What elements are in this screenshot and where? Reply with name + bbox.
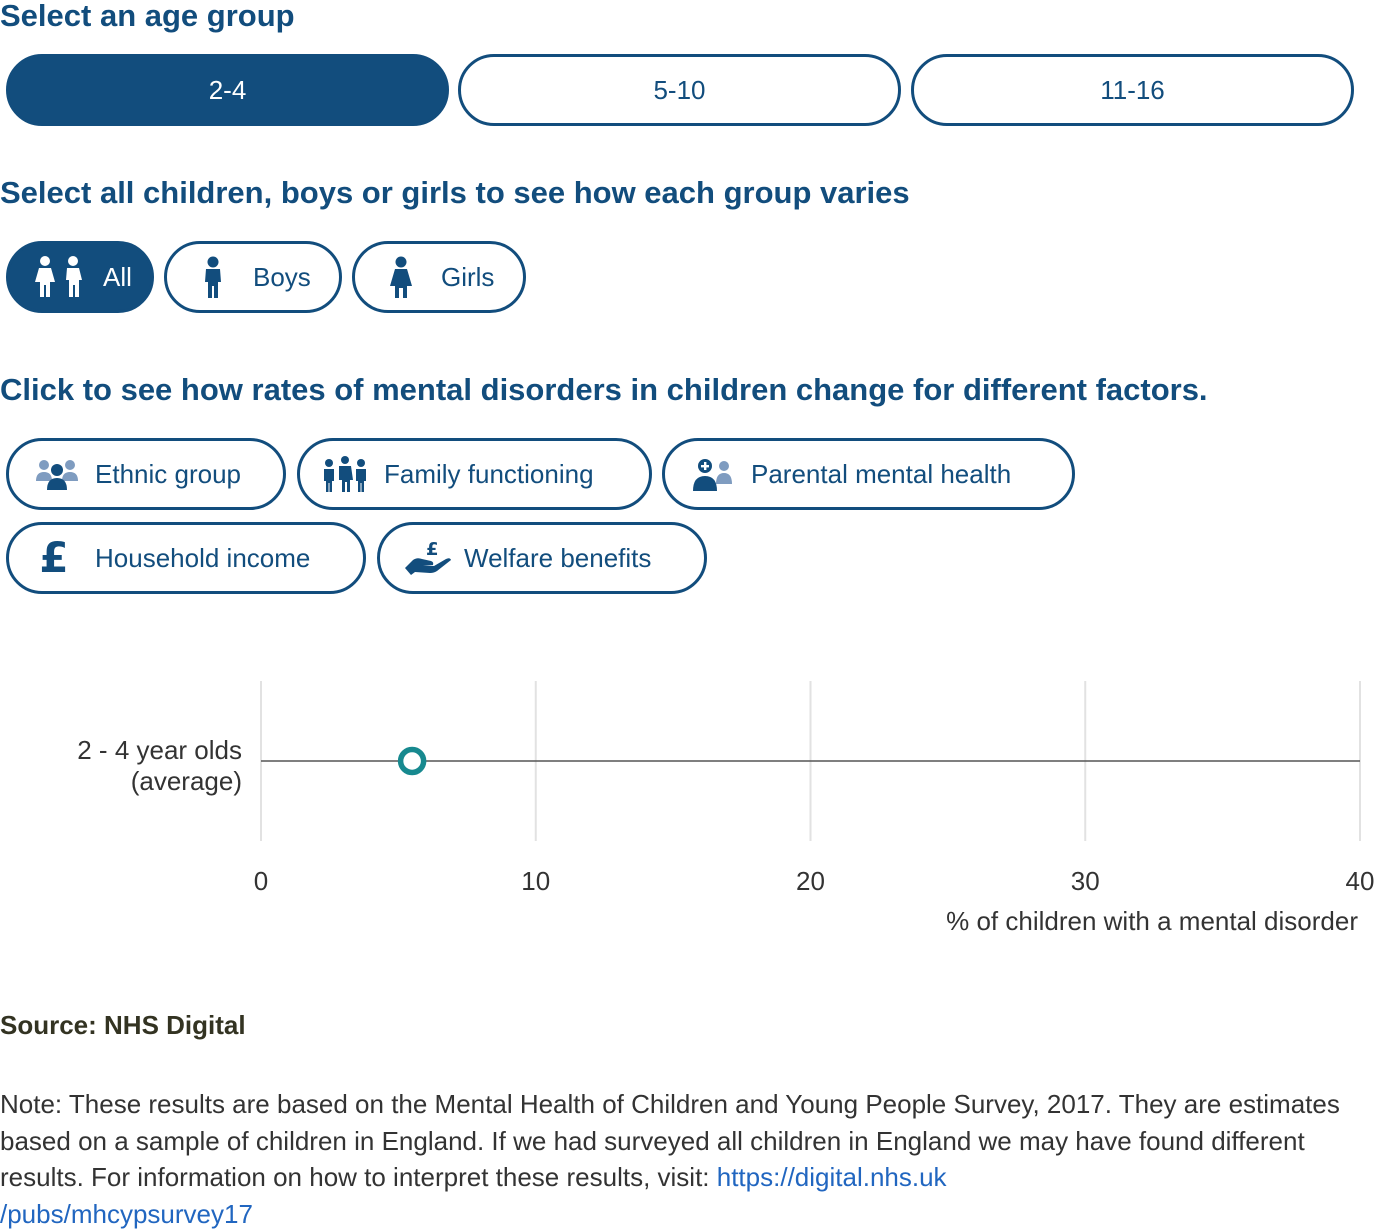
girl-icon xyxy=(389,256,413,298)
gender-option-all[interactable]: All xyxy=(6,241,154,313)
category-label: (average) xyxy=(131,766,242,796)
survey-link-part-2: /pubs/mhcypsurvey17 xyxy=(0,1198,253,1229)
gender-heading: Select all children, boys or girls to se… xyxy=(0,175,910,210)
factor-label: Family functioning xyxy=(384,458,594,489)
boy-icon xyxy=(201,256,225,298)
age-option-2-4[interactable]: 2-4 xyxy=(6,54,449,126)
source-text: Source: NHS Digital xyxy=(0,1010,246,1040)
data-point-marker[interactable] xyxy=(397,746,427,776)
x-tick-label: 20 xyxy=(796,866,825,896)
note-text: Note: These results are based on the Men… xyxy=(0,1086,1376,1232)
gender-option-label: Girls xyxy=(441,261,495,292)
survey-link[interactable]: https://digital.nhs.uk/pubs/mhcypsurvey1… xyxy=(0,1162,947,1229)
factor-label: Ethnic group xyxy=(95,458,241,489)
y-axis: 2 - 4 year olds(average) xyxy=(77,735,1360,796)
gender-option-label: All xyxy=(103,261,132,292)
factor-label: Welfare benefits xyxy=(464,542,652,573)
mental-disorder-chart: 0 10 20 30 40 2 - 4 year olds(average) % of … xyxy=(77,681,1375,936)
note-body: Note: These results are based on the Men… xyxy=(0,1089,1340,1192)
people-group-icon xyxy=(35,457,79,491)
category-label: 2 - 4 year olds xyxy=(77,735,242,765)
factor-welfare-benefits[interactable]: £ Welfare benefits xyxy=(377,522,707,594)
x-axis: 0 10 20 30 40 xyxy=(254,866,1375,896)
gender-option-girls[interactable]: Girls xyxy=(352,241,526,313)
factor-household-income[interactable]: £ Household income xyxy=(6,522,366,594)
survey-link-part-1: https://digital.nhs.uk xyxy=(716,1162,947,1192)
x-tick-label: 40 xyxy=(1346,866,1375,896)
factors-heading: Click to see how rates of mental disorde… xyxy=(0,372,1208,407)
gender-option-boys[interactable]: Boys xyxy=(164,241,342,313)
age-group-heading: Select an age group xyxy=(0,0,295,33)
factor-ethnic-group[interactable]: Ethnic group xyxy=(6,438,286,510)
parent-health-icon xyxy=(691,456,733,492)
age-option-label: 5-10 xyxy=(653,74,706,105)
gender-option-label: Boys xyxy=(253,261,311,292)
two-children-icon xyxy=(33,255,89,299)
age-option-5-10[interactable]: 5-10 xyxy=(458,54,901,126)
svg-text:£: £ xyxy=(426,539,439,560)
x-tick-label: 30 xyxy=(1071,866,1100,896)
age-option-11-16[interactable]: 11-16 xyxy=(911,54,1354,126)
age-option-label: 2-4 xyxy=(208,74,247,105)
x-tick-label: 0 xyxy=(254,866,268,896)
family-icon xyxy=(320,455,370,493)
x-axis-label: % of children with a mental disorder xyxy=(946,906,1358,936)
age-option-label: 11-16 xyxy=(1100,74,1165,105)
factor-parental-mental-health[interactable]: Parental mental health xyxy=(662,438,1075,510)
chart-data-points xyxy=(397,746,427,776)
x-tick-label: 10 xyxy=(521,866,550,896)
hand-pound-icon: £ xyxy=(404,538,452,578)
pound-icon: £ xyxy=(39,533,69,582)
factor-label: Parental mental health xyxy=(751,458,1012,489)
factor-label: Household income xyxy=(95,542,311,573)
factor-family-functioning[interactable]: Family functioning xyxy=(297,438,652,510)
